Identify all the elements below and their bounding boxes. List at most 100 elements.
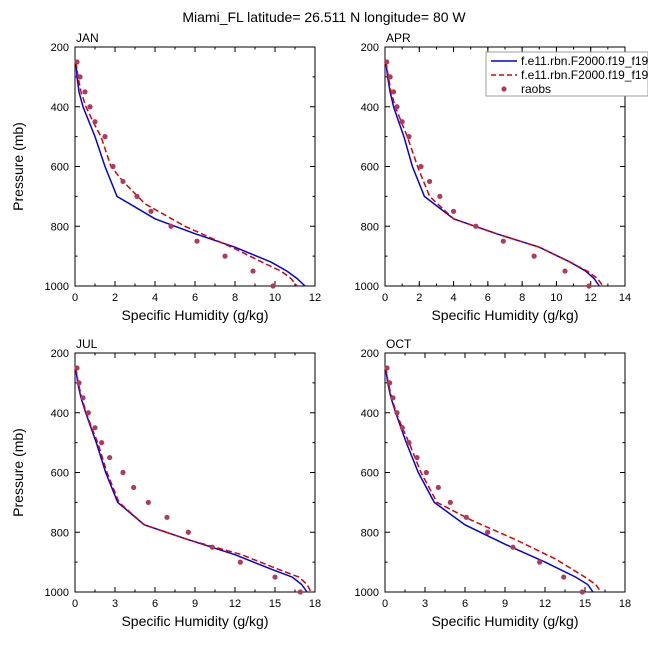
- panel-title: JAN: [76, 31, 99, 45]
- x-tick-label: 8: [519, 292, 525, 304]
- x-tick-label: 2: [112, 292, 118, 304]
- raobs-point: [537, 559, 543, 565]
- figure-title: Miami_FL latitude= 26.511 N longitude= 8…: [182, 9, 466, 25]
- raobs-point: [120, 469, 126, 476]
- y-tick-label: 200: [51, 42, 69, 54]
- raobs-point: [120, 178, 126, 185]
- raobs-point: [387, 74, 393, 80]
- y-tick-label: 200: [361, 348, 379, 360]
- raobs-point: [164, 514, 170, 520]
- legend-entry-model-solid: f.e11.rbn.F2000.f19_f19.: [521, 54, 648, 68]
- raobs-point: [194, 238, 200, 244]
- raobs-point: [99, 440, 105, 446]
- raobs-point: [447, 499, 453, 505]
- raobs-point: [384, 365, 390, 371]
- raobs-point: [209, 544, 215, 550]
- x-tick-label: 15: [269, 598, 281, 610]
- series-line-dashed: [74, 367, 312, 593]
- panel-title: JUL: [76, 337, 98, 351]
- raobs-point: [418, 163, 424, 170]
- x-tick-label: 12: [309, 292, 321, 304]
- x-tick-label: 4: [451, 292, 457, 304]
- raobs-point: [87, 104, 93, 110]
- raobs-point: [74, 59, 80, 65]
- raobs-point: [406, 134, 412, 140]
- panel-title: OCT: [386, 337, 412, 351]
- raobs-point: [107, 454, 113, 461]
- raobs-point: [426, 178, 433, 185]
- raobs-point: [82, 89, 88, 95]
- raobs-point: [423, 469, 429, 476]
- raobs-point: [134, 193, 140, 199]
- raobs-point: [168, 223, 174, 229]
- x-tick-label: 0: [382, 292, 388, 304]
- raobs-point: [85, 410, 91, 416]
- series-line-solid: [384, 367, 594, 593]
- x-axis-label: Specific Humidity (g/kg): [121, 307, 268, 323]
- x-tick-label: 6: [152, 598, 158, 610]
- legend-entry-raobs: raobs: [521, 82, 551, 96]
- y-tick-label: 800: [361, 221, 379, 233]
- y-tick-label: 200: [361, 42, 379, 54]
- x-tick-label: 12: [539, 598, 551, 610]
- y-tick-label: 1000: [355, 587, 379, 599]
- raobs-point: [297, 589, 303, 595]
- raobs-point: [390, 395, 396, 401]
- series-line-dashed: [384, 367, 602, 593]
- x-tick-label: 0: [382, 598, 388, 610]
- raobs-point: [384, 59, 390, 65]
- raobs-point: [80, 395, 86, 401]
- legend-box: [485, 51, 648, 97]
- y-tick-label: 1000: [45, 587, 69, 599]
- raobs-point: [586, 283, 592, 289]
- y-tick-label: 600: [51, 468, 69, 480]
- y-axis-label: Pressure (mb): [10, 122, 26, 211]
- series-line-dashed: [75, 61, 298, 287]
- raobs-point: [394, 410, 400, 416]
- raobs-point: [390, 89, 397, 95]
- series-line-solid: [74, 367, 308, 593]
- x-tick-label: 3: [112, 598, 118, 610]
- x-tick-label: 6: [192, 292, 198, 304]
- raobs-point: [463, 514, 469, 520]
- raobs-point: [74, 365, 80, 371]
- plot-frame: [74, 352, 316, 593]
- y-tick-label: 200: [51, 348, 69, 360]
- y-tick-label: 400: [51, 408, 69, 420]
- x-tick-label: 12: [229, 598, 241, 610]
- x-tick-label: 18: [619, 598, 631, 610]
- chart-panel-jul: 0 3 6 9 12 15 18 200 400 600 800 1000 JUL Specific Hu…: [10, 337, 321, 629]
- x-tick-label: 9: [192, 598, 198, 610]
- raobs-point: [450, 208, 457, 214]
- raobs-point: [77, 74, 83, 80]
- raobs-point: [485, 529, 491, 535]
- y-tick-label: 400: [361, 408, 379, 420]
- raobs-point: [272, 574, 278, 580]
- x-tick-label: 6: [462, 598, 468, 610]
- y-tick-label: 600: [361, 162, 379, 174]
- y-tick-label: 400: [51, 102, 69, 114]
- y-tick-label: 600: [361, 468, 379, 480]
- x-tick-label: 12: [585, 292, 597, 304]
- x-tick-label: 6: [485, 292, 491, 304]
- raobs-point: [148, 208, 154, 214]
- chart-panel-apr: 0 2 4 6 8 10 12 14 200 400 600 800 1000 APR Specific H…: [355, 31, 632, 323]
- raobs-point: [110, 163, 116, 170]
- raobs-point: [562, 268, 568, 274]
- x-tick-label: 18: [309, 598, 321, 610]
- raobs-point: [399, 119, 405, 125]
- chart-panel-oct: 0 3 6 9 12 15 18 200 400 600 800 1000 OCT Specific Hu…: [355, 337, 632, 629]
- raobs-point: [437, 193, 443, 199]
- raobs-point: [406, 440, 412, 446]
- x-tick-label: 14: [619, 292, 631, 304]
- y-tick-label: 1000: [355, 281, 379, 293]
- legend: f.e11.rbn.F2000.f19_f19. f.e11.rbn.F2000…: [485, 51, 648, 97]
- raobs-point: [435, 484, 441, 491]
- raobs-point: [414, 454, 420, 461]
- raobs-point: [76, 380, 82, 386]
- raobs-point: [500, 238, 506, 244]
- raobs-point: [270, 283, 276, 289]
- chart-panel-jan: 0 2 4 6 8 10 12 200 400 600 800 1000 JAN Specific Hum…: [10, 31, 321, 323]
